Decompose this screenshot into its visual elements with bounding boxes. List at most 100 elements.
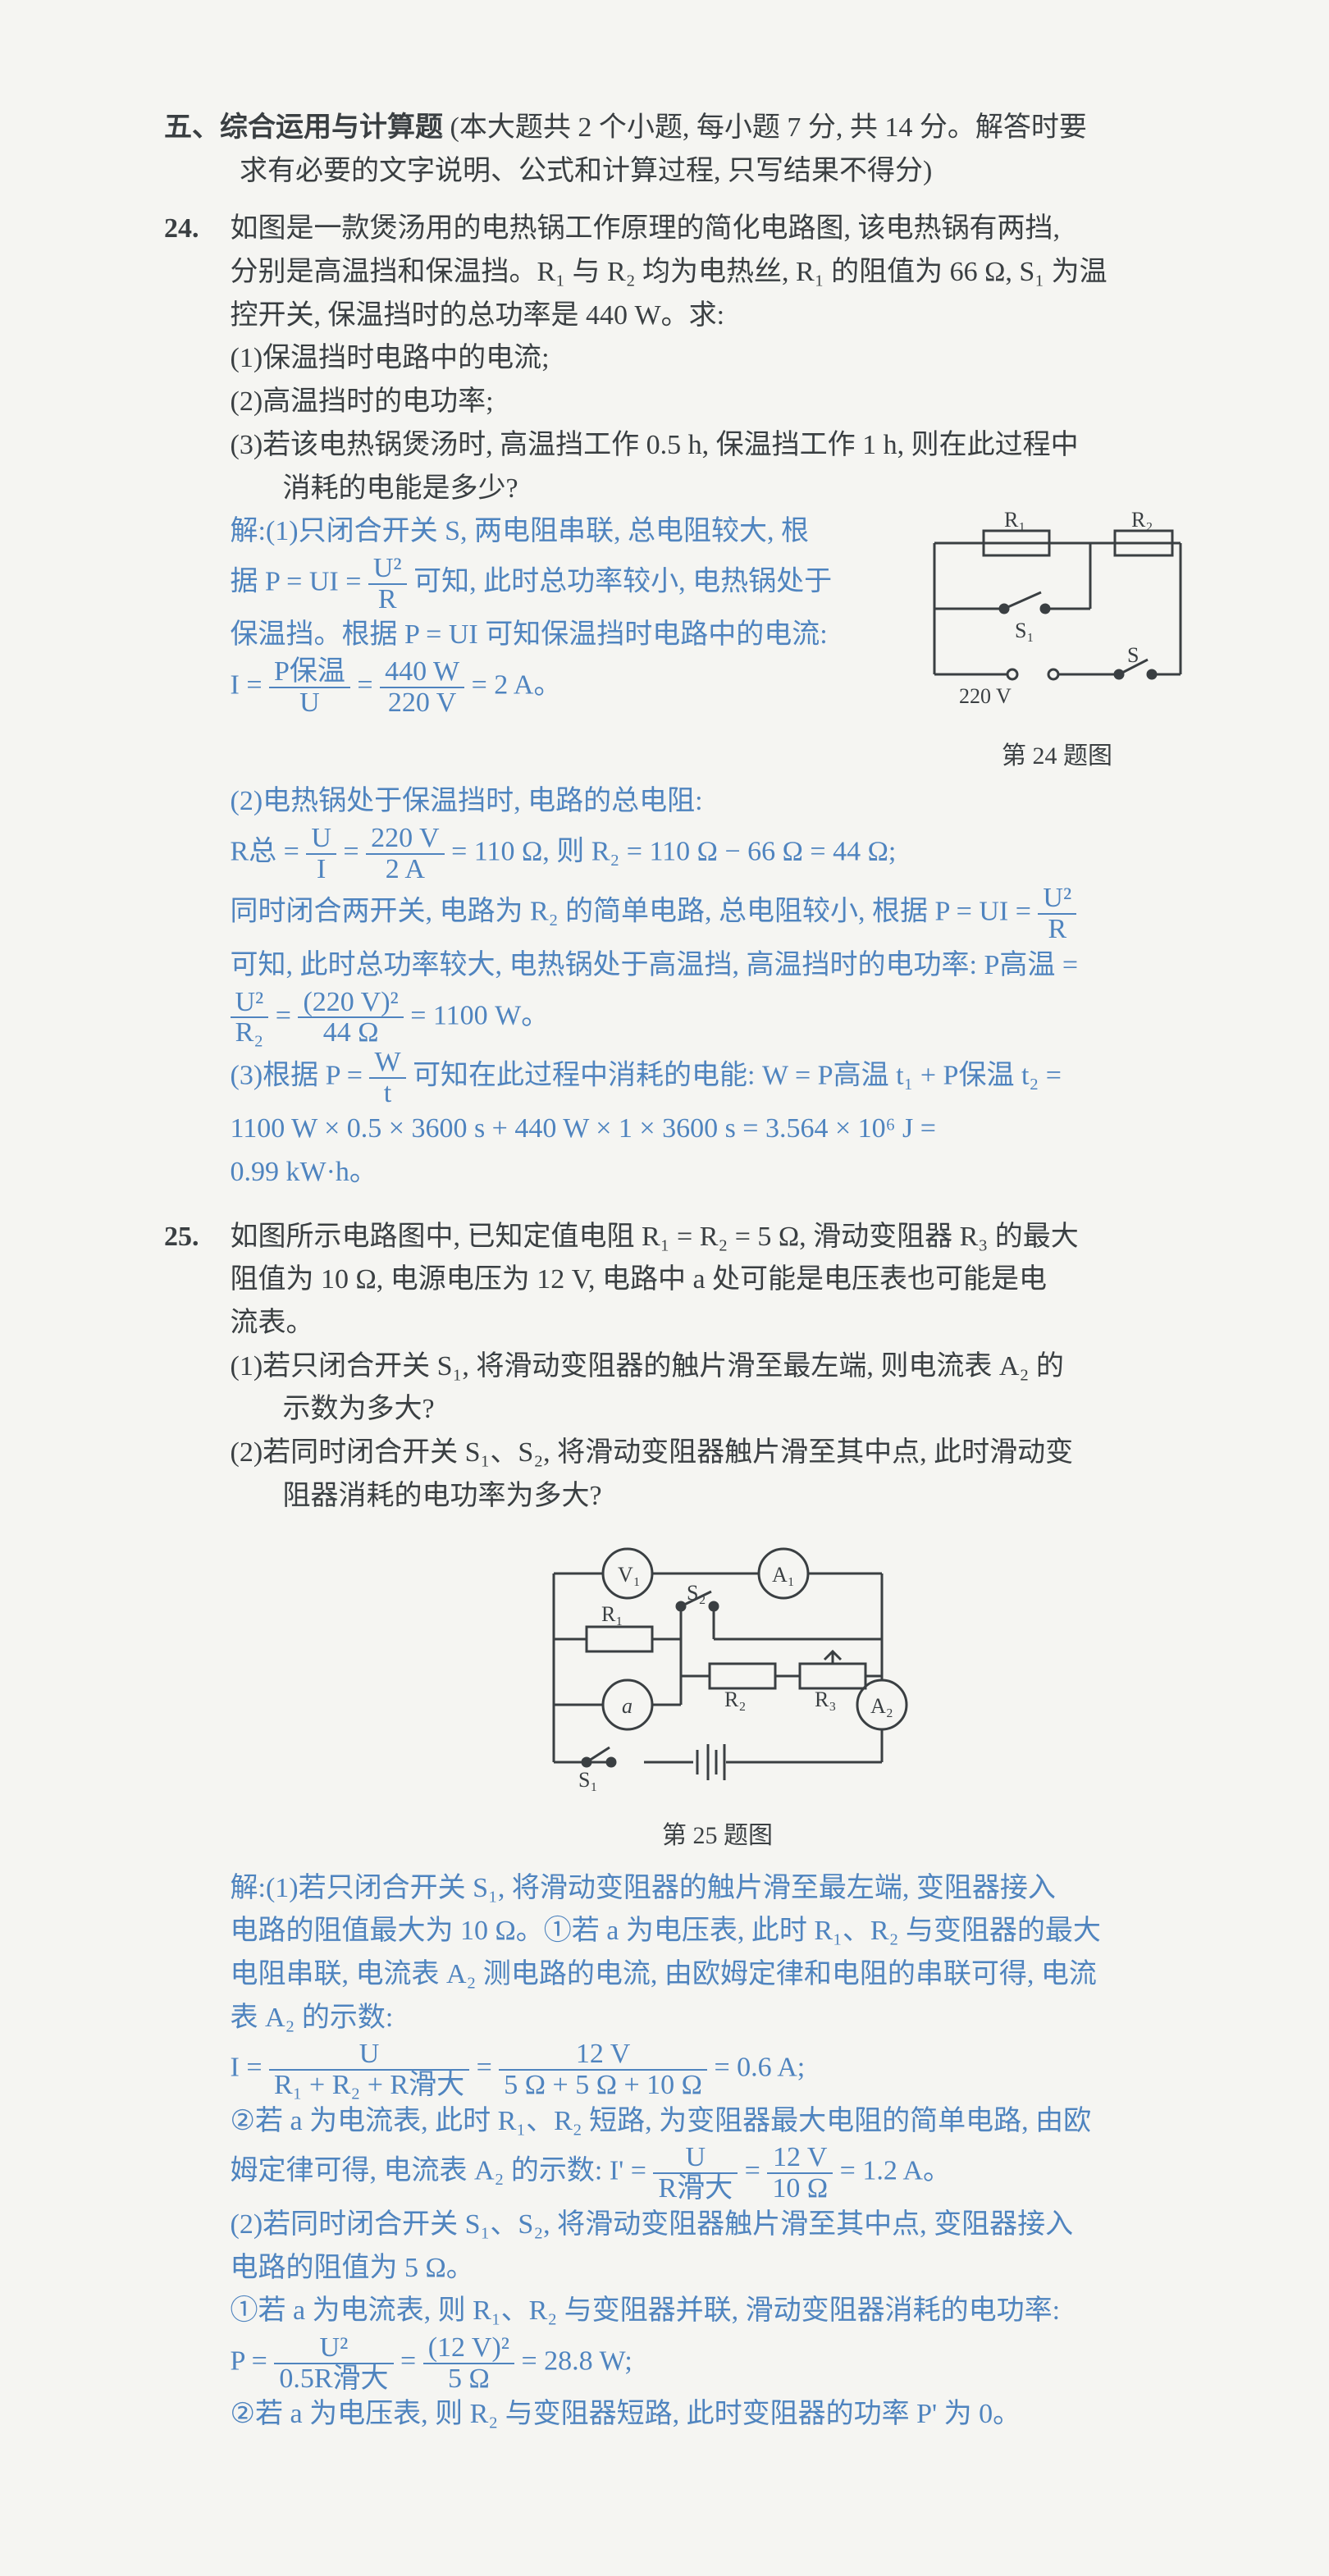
q25-a2-l4-mid: = bbox=[400, 2345, 423, 2376]
frac-u2r-b: U² R bbox=[1038, 884, 1076, 943]
q24-figure: R₁ R₂ S₁ S 220 V 第 24 题图 bbox=[910, 510, 1205, 775]
fig25-caption: 第 25 题图 bbox=[231, 1817, 1205, 1856]
frac-440-den: 220 V bbox=[380, 688, 464, 718]
q24-ans2-l1: (2)电热锅处于保温挡时, 电路的总电阻: bbox=[231, 786, 703, 816]
frac-pbao-u: P保温 U bbox=[269, 657, 350, 717]
q25-a2-l4-pre: P = bbox=[231, 2345, 275, 2376]
frac-144-5: (12 V)² 5 Ω bbox=[423, 2333, 514, 2393]
q24-sub3-l2: 消耗的电能是多少? bbox=[283, 468, 518, 511]
frac-u-series-den: R₁ + R₂ + R滑大 bbox=[269, 2071, 469, 2100]
frac-wt-num: W bbox=[369, 1048, 405, 1079]
q25-sub1-l2: 示数为多大? bbox=[283, 1388, 435, 1432]
q25-a2-l2: 电路的阻值为 5 Ω。 bbox=[231, 2253, 474, 2283]
q25-a1-eq: = 0.6 A; bbox=[714, 2053, 805, 2083]
section-heading-line2: 求有必要的文字说明、公式和计算过程, 只写结果不得分) bbox=[240, 150, 1214, 194]
frac-u2r-b-num: U² bbox=[1038, 884, 1076, 915]
q24-ans2-l5-end: = 1100 W。 bbox=[410, 1000, 549, 1030]
q24-stem-l3: 控开关, 保温挡时的总功率是 440 W。求: bbox=[231, 300, 725, 331]
frac-440-num: 440 W bbox=[380, 657, 464, 688]
frac-u2r-b-den: R bbox=[1038, 915, 1076, 944]
q24-ans3-l3: 0.99 kW·h。 bbox=[231, 1157, 377, 1187]
q25-stem-l3: 流表。 bbox=[231, 1308, 314, 1338]
frac-p-num: U² bbox=[274, 2333, 393, 2364]
fig25-s1: S₁ bbox=[578, 1768, 598, 1792]
frac-ui-den: I bbox=[306, 855, 336, 884]
frac-12-sum-den: 5 Ω + 5 Ω + 10 Ω bbox=[499, 2071, 707, 2100]
q24-ans1-l2-pre: 据 P = UI = bbox=[231, 566, 368, 596]
frac-220sq-den: 44 Ω bbox=[298, 1018, 403, 1048]
fig25-a2: A₂ bbox=[870, 1694, 893, 1718]
fig25-r3: R₃ bbox=[815, 1688, 836, 1711]
q24-sub2: (2)高温挡时的电功率; bbox=[231, 386, 494, 417]
frac-12-10-num: 12 V bbox=[767, 2143, 833, 2174]
frac-12-sum-num: 12 V bbox=[499, 2039, 707, 2071]
frac-144-5-den: 5 Ω bbox=[423, 2364, 514, 2394]
q24-ans1-l4-end: = 2 A。 bbox=[472, 669, 562, 700]
fig24-caption: 第 24 题图 bbox=[910, 738, 1205, 776]
q25-a1-l6-mid: = bbox=[745, 2156, 768, 2186]
q25-body: 如图所示电路图中, 已知定值电阻 R₁ = R₂ = 5 Ω, 滑动变阻器 R₃… bbox=[231, 1216, 1205, 2437]
q25-sub1-l1: (1)若只闭合开关 S₁, 将滑动变阻器的触片滑至最左端, 则电流表 A₂ 的 bbox=[231, 1351, 1064, 1382]
frac-pbao-num: P保温 bbox=[269, 657, 350, 688]
frac-wt: W t bbox=[369, 1048, 405, 1108]
fig25-s2: S₂ bbox=[687, 1581, 706, 1605]
q24-answer-and-fig: 解:(1)只闭合开关 S, 两电阻串联, 总电阻较大, 根 据 P = UI =… bbox=[231, 510, 1205, 775]
q25-a2-l5: ②若 a 为电压表, 则 R₂ 与变阻器短路, 此时变阻器的功率 P' 为 0。 bbox=[231, 2399, 1021, 2429]
fig24-r1: R₁ bbox=[1004, 510, 1025, 532]
section-heading-number: 五、综合运用与计算题 bbox=[164, 112, 443, 143]
q24-ans2-l2-mid: = bbox=[343, 837, 366, 867]
frac-u2r2: U² R₂ bbox=[231, 988, 269, 1048]
q25-a1-l1: 解:(1)若只闭合开关 S₁, 将滑动变阻器的触片滑至最左端, 变阻器接入 bbox=[231, 1873, 1056, 1903]
fig24-v: 220 V bbox=[959, 684, 1012, 708]
q25-answer: 解:(1)若只闭合开关 S₁, 将滑动变阻器的触片滑至最左端, 变阻器接入 电路… bbox=[231, 1867, 1205, 2437]
q24-answer: 解:(1)只闭合开关 S, 两电阻串联, 总电阻较大, 根 据 P = UI =… bbox=[231, 510, 885, 717]
frac-220-2: 220 V 2 A bbox=[366, 824, 444, 884]
q24-ans1-l3: 保温挡。根据 P = UI 可知保温挡时电路中的电流: bbox=[231, 619, 828, 650]
q24-sub3-l1: (3)若该电热锅煲汤时, 高温挡工作 0.5 h, 保温挡工作 1 h, 则在此… bbox=[231, 430, 1079, 460]
frac-220-2-num: 220 V bbox=[366, 824, 444, 855]
q25-a1-l6-pre: 姆定律可得, 电流表 A₂ 的示数: I' = bbox=[231, 2156, 654, 2186]
fig25-r2: R₂ bbox=[724, 1688, 746, 1711]
q25-a2-l4-end: = 28.8 W; bbox=[521, 2345, 632, 2376]
fig25-a1: A₁ bbox=[772, 1563, 795, 1587]
q24-ans1-l4-mid: = bbox=[357, 669, 380, 700]
section-heading-paren: (本大题共 2 个小题, 每小题 7 分, 共 14 分。解答时要 bbox=[450, 112, 1087, 143]
q25-a1-frac-lhs: I = bbox=[231, 2053, 270, 2083]
frac-12-sum: 12 V 5 Ω + 5 Ω + 10 Ω bbox=[499, 2039, 707, 2099]
q25-figure: V₁ A₁ A₂ a R₁ R₂ R₃ S₂ S₁ 第 25 题图 bbox=[231, 1532, 1205, 1855]
frac-u2r-num: U² bbox=[368, 554, 407, 585]
frac-220sq: (220 V)² 44 Ω bbox=[298, 988, 403, 1048]
frac-u2r-den: R bbox=[368, 585, 407, 614]
frac-ui: U I bbox=[306, 824, 336, 884]
frac-12-10-den: 10 Ω bbox=[767, 2174, 833, 2204]
fig24-s1: S₁ bbox=[1015, 619, 1034, 642]
frac-p: U² 0.5R滑大 bbox=[274, 2333, 393, 2393]
q24-ans3-l1-pre: (3)根据 P = bbox=[231, 1060, 370, 1090]
q24-stem-l1: 如图是一款煲汤用的电热锅工作原理的简化电路图, 该电热锅有两挡, bbox=[231, 213, 1061, 244]
q24-stem-l2: 分别是高温挡和保温挡。R₁ 与 R₂ 均为电热丝, R₁ 的阻值为 66 Ω, … bbox=[231, 257, 1108, 287]
fig25-v1: V₁ bbox=[618, 1563, 641, 1587]
frac-u-series: U R₁ + R₂ + R滑大 bbox=[269, 2039, 469, 2099]
circuit-24-svg: R₁ R₂ S₁ S 220 V bbox=[910, 510, 1205, 715]
fig24-s: S bbox=[1127, 643, 1139, 667]
fig25-a: a bbox=[622, 1694, 633, 1718]
frac-u2r: U² R bbox=[368, 554, 407, 614]
q25-a1-l3: 电阻串联, 电流表 A₂ 测电路的电流, 由欧姆定律和电阻的串联可得, 电流 bbox=[231, 1959, 1097, 1989]
frac-p-den: 0.5R滑大 bbox=[274, 2364, 393, 2394]
circuit-25-svg: V₁ A₁ A₂ a R₁ R₂ R₃ S₂ S₁ bbox=[505, 1532, 931, 1795]
section-heading: 五、综合运用与计算题 (本大题共 2 个小题, 每小题 7 分, 共 14 分。… bbox=[164, 107, 1214, 150]
q25-stem-l2: 阻值为 10 Ω, 电源电压为 12 V, 电路中 a 处可能是电压表也可能是电 bbox=[231, 1264, 1048, 1295]
frac-u-series-num: U bbox=[269, 2039, 469, 2071]
q24-ans1-l4-pre: I = bbox=[231, 669, 270, 700]
q24-ans2-l2-post: = 110 Ω, 则 R₂ = 110 Ω − 66 Ω = 44 Ω; bbox=[451, 837, 896, 867]
q25-a1-mid: = bbox=[477, 2053, 500, 2083]
frac-ur: U R滑大 bbox=[653, 2143, 738, 2203]
page: 五、综合运用与计算题 (本大题共 2 个小题, 每小题 7 分, 共 14 分。… bbox=[0, 0, 1329, 2576]
frac-u2r2-den: R₂ bbox=[231, 1018, 269, 1048]
frac-ur-den: R滑大 bbox=[653, 2174, 738, 2204]
frac-wt-den: t bbox=[369, 1079, 405, 1108]
q24-ans3-l2: 1100 W × 0.5 × 3600 s + 440 W × 1 × 3600… bbox=[231, 1113, 936, 1144]
q24-ans3-l1-post: 可知在此过程中消耗的电能: W = P高温 t₁ + P保温 t₂ = bbox=[413, 1060, 1062, 1090]
q25-a1-l4: 表 A₂ 的示数: bbox=[231, 2003, 394, 2033]
frac-ui-num: U bbox=[306, 824, 336, 855]
